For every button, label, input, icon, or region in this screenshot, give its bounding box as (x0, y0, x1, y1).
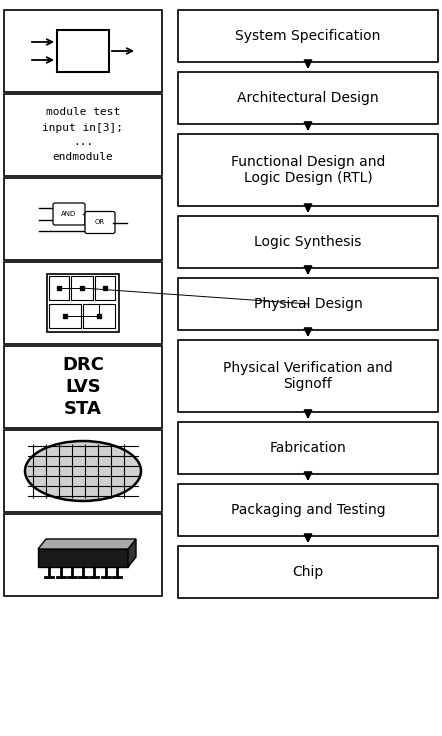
Text: ...: ... (73, 138, 93, 147)
Bar (57, 30, 109, 72)
Bar (4, 178, 162, 260)
Bar (71, 276, 93, 300)
Bar (178, 72, 438, 124)
Text: DRC: DRC (62, 356, 104, 374)
Text: System Specification: System Specification (235, 29, 381, 43)
Bar (4, 346, 162, 428)
Text: input in[3];: input in[3]; (42, 123, 123, 132)
Bar (47, 274, 119, 332)
Text: Architectural Design: Architectural Design (237, 91, 379, 105)
Bar (49, 304, 81, 328)
Polygon shape (128, 539, 136, 567)
Bar (178, 278, 438, 330)
FancyBboxPatch shape (53, 203, 85, 225)
Text: Physical Verification and
Signoff: Physical Verification and Signoff (223, 361, 393, 391)
Bar (95, 276, 115, 300)
Bar (178, 546, 438, 598)
Text: STA: STA (64, 400, 102, 418)
Text: OR: OR (95, 219, 105, 225)
Bar (178, 422, 438, 474)
Text: LVS: LVS (65, 378, 101, 396)
Text: Physical Design: Physical Design (254, 297, 362, 311)
Text: module test: module test (46, 107, 120, 117)
Bar (178, 216, 438, 268)
FancyBboxPatch shape (85, 211, 115, 233)
Ellipse shape (25, 441, 141, 501)
Bar (83, 304, 115, 328)
Text: AND: AND (61, 211, 76, 217)
Bar (4, 10, 162, 92)
Bar (178, 484, 438, 536)
Bar (4, 430, 162, 512)
Text: Chip: Chip (292, 565, 324, 579)
Bar (38, 549, 128, 567)
Text: endmodule: endmodule (53, 152, 114, 162)
Bar (4, 514, 162, 596)
Text: Functional Design and
Logic Design (RTL): Functional Design and Logic Design (RTL) (231, 155, 385, 185)
Bar (178, 340, 438, 412)
Bar (49, 276, 69, 300)
Text: Fabrication: Fabrication (270, 441, 347, 455)
Polygon shape (38, 539, 136, 549)
Bar (4, 94, 162, 176)
Text: Packaging and Testing: Packaging and Testing (231, 503, 385, 517)
Bar (178, 10, 438, 62)
Bar (4, 262, 162, 344)
Text: Logic Synthesis: Logic Synthesis (254, 235, 362, 249)
Bar (178, 134, 438, 206)
